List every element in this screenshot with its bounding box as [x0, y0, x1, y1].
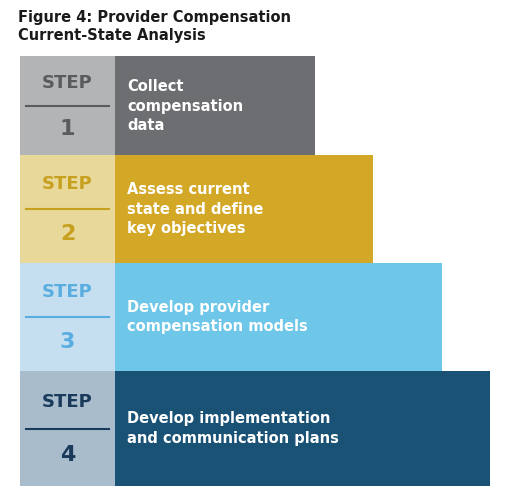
Bar	[115, 263, 441, 371]
Bar	[20, 263, 115, 371]
Text: Current-State Analysis: Current-State Analysis	[18, 28, 206, 43]
Text: STEP: STEP	[42, 393, 93, 411]
Text: 1: 1	[60, 119, 75, 139]
Text: Figure 4: Provider Compensation: Figure 4: Provider Compensation	[18, 10, 290, 25]
Text: Develop provider
compensation models: Develop provider compensation models	[127, 300, 307, 334]
Text: 2: 2	[60, 224, 75, 244]
Text: STEP: STEP	[42, 175, 93, 193]
Bar	[20, 56, 115, 156]
Bar	[20, 371, 115, 486]
Text: STEP: STEP	[42, 283, 93, 301]
Text: 3: 3	[60, 332, 75, 352]
Bar	[115, 371, 489, 486]
Bar	[115, 155, 372, 263]
Text: Collect
compensation
data: Collect compensation data	[127, 79, 242, 133]
Text: 4: 4	[60, 445, 75, 465]
Text: Assess current
state and define
key objectives: Assess current state and define key obje…	[127, 182, 263, 236]
Bar	[115, 56, 315, 156]
Text: Develop implementation
and communication plans: Develop implementation and communication…	[127, 411, 338, 446]
Bar	[20, 155, 115, 263]
Text: STEP: STEP	[42, 74, 93, 92]
